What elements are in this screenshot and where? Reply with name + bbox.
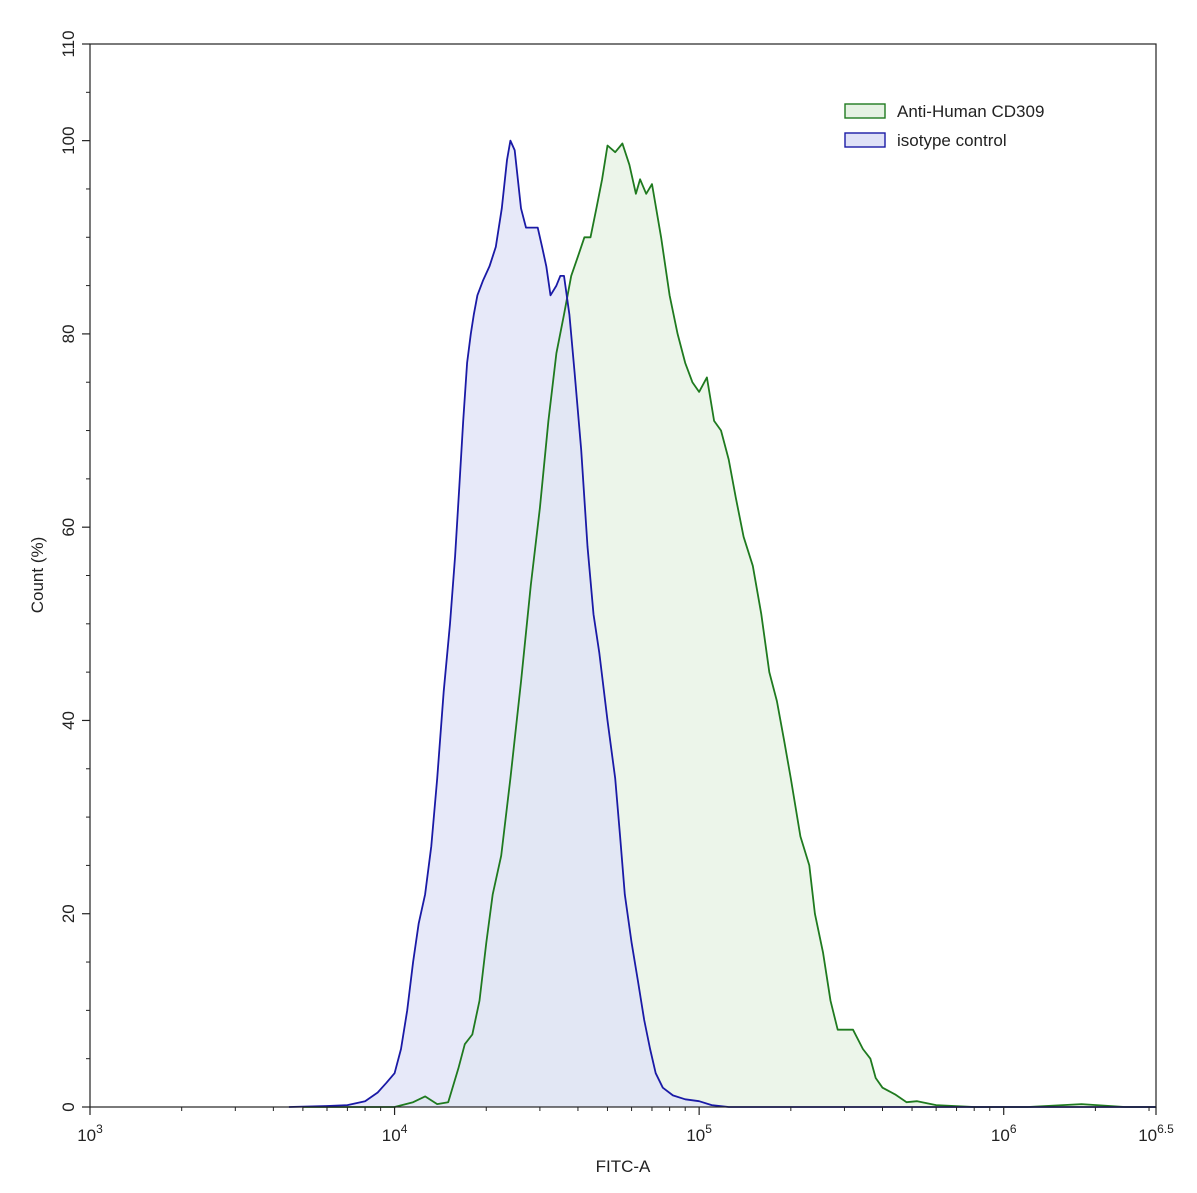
legend: Anti-Human CD309 isotype control (844, 102, 1044, 150)
x-axis-title: FITC-A (596, 1157, 651, 1176)
legend-swatch (844, 132, 886, 148)
x-tick-label: 104 (382, 1122, 408, 1145)
series-lines (288, 139, 1156, 1108)
y-tick-label: 60 (59, 518, 78, 537)
series-area-isotype-control (288, 140, 1156, 1108)
series-areas (288, 140, 1156, 1108)
y-tick-label: 100 (59, 126, 78, 154)
legend-label: isotype control (897, 131, 1007, 150)
x-tick-label: 105 (686, 1122, 712, 1145)
y-tick-label: 0 (59, 1102, 78, 1111)
y-tick-label: 20 (59, 904, 78, 923)
y-tick-label: 40 (59, 711, 78, 730)
y-axis-title: Count (%) (28, 537, 47, 614)
y-axis-ticks: 0 20 40 60 80 100 110 (59, 30, 90, 1112)
x-axis-ticks: 103 104 105 106 106.5 (77, 1107, 1174, 1145)
x-tick-label: 106.5 (1138, 1122, 1174, 1145)
x-tick-label: 106 (991, 1122, 1017, 1145)
legend-swatch (844, 103, 886, 119)
series-line-isotype-control (288, 139, 1156, 1108)
x-tick-label: 103 (77, 1122, 103, 1145)
y-tick-label: 80 (59, 324, 78, 343)
legend-label: Anti-Human CD309 (897, 102, 1044, 121)
y-tick-label: 110 (59, 30, 78, 57)
series-line-anti-human-cd309 (302, 142, 1156, 1108)
